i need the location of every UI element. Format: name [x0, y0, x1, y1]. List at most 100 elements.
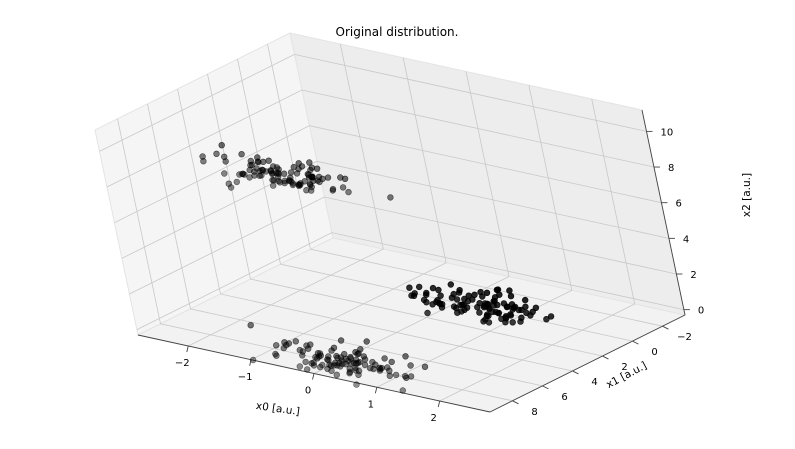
data-point — [435, 286, 442, 294]
data-point — [254, 154, 261, 161]
data-point — [218, 142, 225, 149]
data-point — [347, 355, 354, 362]
data-point — [221, 153, 228, 161]
data-point — [302, 358, 309, 366]
data-point — [238, 151, 245, 158]
z-grid-line — [129, 196, 677, 295]
data-point — [506, 287, 513, 294]
data-point — [304, 366, 311, 373]
data-point — [480, 304, 488, 311]
data-point — [439, 301, 446, 308]
data-point — [307, 341, 314, 348]
data-point — [509, 319, 516, 326]
data-point — [272, 350, 279, 358]
y-tick-label: 4 — [591, 377, 597, 388]
y-tick — [512, 400, 519, 405]
data-point — [341, 175, 349, 183]
y-grid-line — [267, 44, 663, 327]
y-tick — [632, 340, 639, 345]
data-point — [333, 371, 340, 378]
x-grid-line — [376, 85, 573, 388]
data-point — [296, 363, 303, 370]
data-point — [270, 177, 277, 184]
z-tick-label: 4 — [683, 234, 689, 245]
data-point — [280, 170, 288, 177]
data-point — [307, 166, 314, 174]
data-point — [495, 309, 502, 317]
data-point — [456, 287, 463, 294]
y-tick — [572, 370, 579, 375]
data-point — [508, 301, 516, 308]
z-tick-label: 10 — [660, 127, 673, 138]
data-point — [423, 299, 430, 306]
data-point — [407, 373, 415, 380]
z-tick-label: 2 — [690, 270, 696, 281]
data-point — [247, 157, 255, 165]
data-point — [273, 342, 280, 349]
data-point — [334, 362, 341, 369]
data-point — [313, 165, 321, 172]
data-point — [376, 364, 383, 371]
z-grid-line — [99, 53, 647, 152]
z-grid-line — [136, 232, 684, 331]
data-points — [199, 142, 555, 394]
data-point — [317, 363, 324, 371]
data-point — [518, 314, 525, 321]
data-point — [301, 178, 308, 185]
grid-lines — [99, 43, 684, 402]
y-tick-label: 2 — [621, 362, 627, 373]
x-grid-line — [439, 98, 636, 402]
data-point — [476, 309, 483, 316]
data-point — [345, 188, 352, 196]
x-tick-label: −1 — [238, 372, 253, 383]
y-tick-label: 6 — [561, 392, 567, 403]
x-tick-label: 1 — [368, 399, 374, 410]
data-point — [303, 187, 310, 194]
data-point — [295, 160, 302, 167]
x-tick — [186, 345, 189, 353]
data-point — [507, 292, 515, 300]
data-point — [421, 363, 429, 370]
x-grid-line — [313, 71, 510, 374]
y-axis-line — [489, 314, 686, 413]
data-point — [493, 286, 501, 294]
data-point — [399, 387, 406, 394]
data-point — [287, 169, 295, 176]
data-point — [402, 353, 409, 360]
y-tick-label: −2 — [677, 332, 692, 343]
data-point — [361, 361, 369, 368]
data-point — [265, 157, 272, 164]
x-tick-label: 0 — [305, 386, 311, 397]
data-point — [346, 370, 353, 377]
x-tick — [312, 373, 315, 380]
data-point — [363, 338, 370, 345]
data-point — [388, 358, 395, 366]
x-tick — [374, 387, 378, 394]
data-point — [270, 182, 277, 189]
x-tick-label: 2 — [431, 413, 437, 424]
data-point — [299, 348, 306, 355]
data-point — [330, 344, 338, 351]
data-point — [325, 353, 332, 360]
data-point — [479, 293, 486, 300]
data-point — [324, 174, 332, 181]
data-point — [434, 297, 441, 304]
data-point — [416, 283, 423, 291]
data-point — [491, 297, 498, 305]
data-point — [543, 316, 550, 323]
data-point — [448, 294, 456, 301]
data-point — [259, 167, 267, 174]
data-point — [406, 284, 413, 291]
data-point — [333, 352, 340, 360]
data-point — [484, 311, 491, 318]
data-point — [353, 360, 360, 367]
data-point — [384, 364, 391, 371]
data-point — [306, 159, 313, 166]
data-point — [500, 300, 508, 307]
data-point — [437, 292, 444, 299]
x-grid-line — [250, 57, 447, 361]
data-point — [341, 350, 348, 358]
y-grid-line — [117, 118, 513, 402]
data-point — [315, 173, 323, 181]
